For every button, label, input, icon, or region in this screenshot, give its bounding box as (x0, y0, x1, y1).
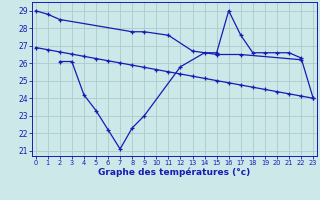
X-axis label: Graphe des températures (°c): Graphe des températures (°c) (98, 168, 251, 177)
